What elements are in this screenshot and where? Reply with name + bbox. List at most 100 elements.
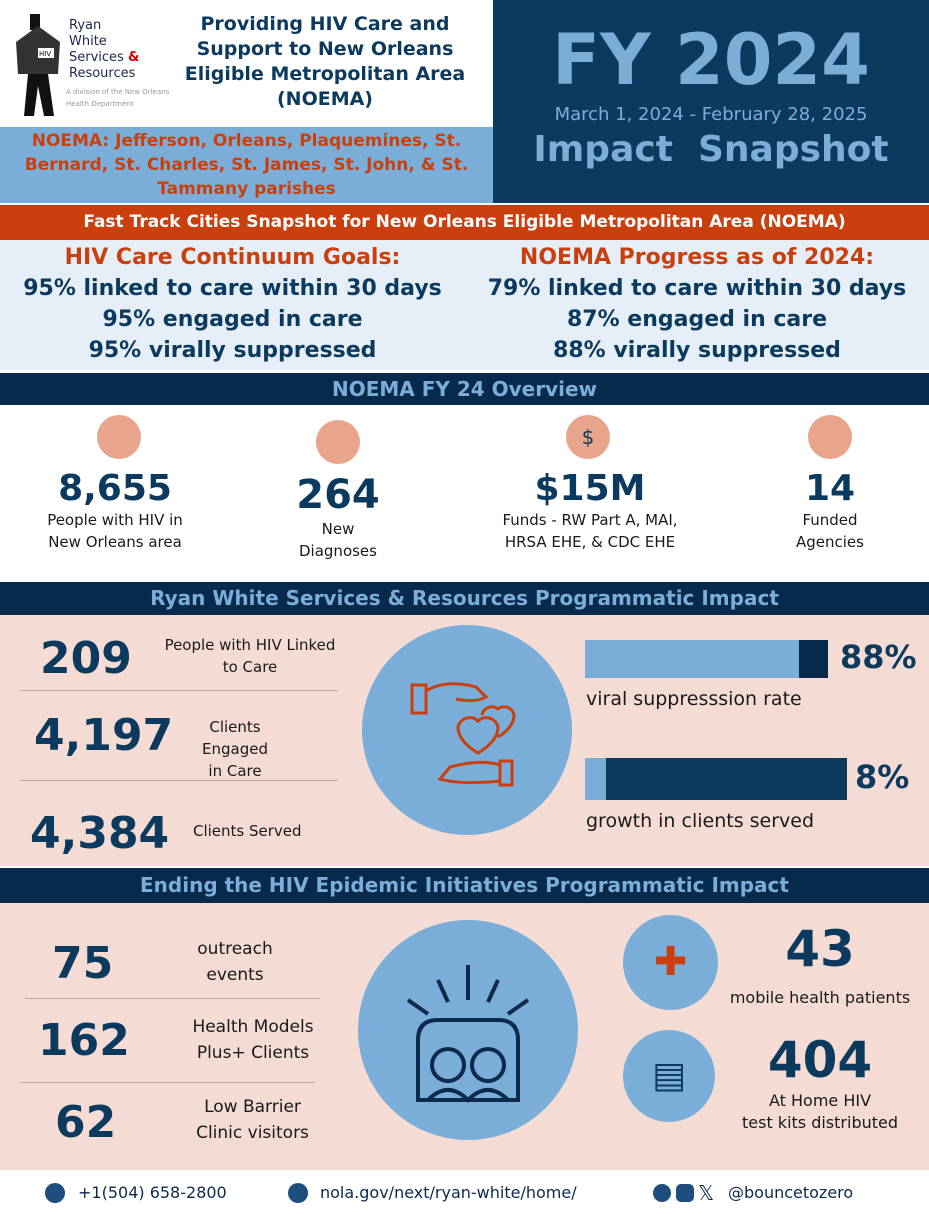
- label-line: in Care: [208, 762, 262, 780]
- goals-title: HIV Care Continuum Goals:: [64, 245, 401, 270]
- person-scan-icon: [808, 415, 852, 459]
- logo-line: Ryan: [69, 18, 102, 33]
- bar-fill: [585, 758, 606, 800]
- fy-title: FY 2024: [552, 19, 870, 101]
- label-line: outreach: [197, 939, 273, 959]
- facebook-icon[interactable]: [653, 1184, 671, 1202]
- hands-heart-icon: [362, 625, 572, 835]
- stat-label: Diagnoses: [299, 542, 377, 560]
- bar-fill: [585, 640, 799, 678]
- logo-line: Resources: [69, 66, 136, 81]
- svg-text:HIV: HIV: [39, 50, 51, 58]
- ehe-header: Ending the HIV Epidemic Initiatives Prog…: [0, 868, 929, 903]
- fy-panel: FY 2024 March 1, 2024 - February 28, 202…: [493, 0, 929, 203]
- low-barrier-value: 62: [55, 1097, 117, 1148]
- stat-funds: $15M Funds - RW Part A, MAI, HRSA EHE, &…: [480, 468, 700, 553]
- noema-progress: NOEMA Progress as of 2024: 79% linked to…: [465, 243, 929, 366]
- overview-header: NOEMA FY 24 Overview: [0, 373, 929, 405]
- label-line: People with HIV Linked: [164, 636, 336, 654]
- client-growth-label: growth in clients served: [586, 810, 815, 832]
- stat-label: HRSA EHE, & CDC EHE: [504, 533, 676, 551]
- logo-line: White: [69, 34, 107, 49]
- fast-track-banner: Fast Track Cities Snapshot for New Orlea…: [0, 205, 929, 240]
- rw-served-value: 4,384: [30, 808, 170, 859]
- person-scan-icon: [316, 420, 360, 464]
- head-heart-icon: [97, 415, 141, 459]
- label-line: Health Models: [192, 1017, 314, 1037]
- page-title: Providing HIV Care and Support to New Or…: [184, 13, 466, 110]
- stat-people-with-hiv: 8,655 People with HIV in New Orleans are…: [20, 468, 210, 553]
- health-models-label: Health Models Plus+ Clients: [178, 1014, 328, 1066]
- client-growth-bar: [585, 758, 847, 800]
- label-line: to Care: [222, 658, 278, 676]
- health-models-value: 162: [38, 1015, 130, 1066]
- low-barrier-label: Low Barrier Clinic visitors: [185, 1094, 320, 1146]
- rw-served-label: Clients Served: [193, 822, 302, 840]
- stat-label: Agencies: [796, 533, 864, 551]
- rw-engaged-label: Clients Engaged in Care: [175, 716, 295, 782]
- label-line: test kits distributed: [741, 1113, 899, 1132]
- outreach-label: outreach events: [190, 936, 280, 988]
- stat-label: New Orleans area: [48, 533, 182, 551]
- client-growth-pct: 8%: [855, 758, 910, 796]
- progress-item: 79% linked to care within 30 days: [487, 276, 907, 301]
- logo-subtitle: Health Department: [66, 100, 134, 108]
- viral-suppression-label: viral suppresssion rate: [586, 688, 802, 710]
- snapshot-title: Impact Snapshot: [533, 129, 889, 170]
- ambulance-icon: ✚: [623, 915, 718, 1010]
- stat-funded-agencies: 14 Funded Agencies: [760, 468, 900, 553]
- label-line: At Home HIV: [768, 1091, 872, 1110]
- website-link[interactable]: nola.gov/next/ryan-white/home/: [320, 1183, 577, 1202]
- label-line: Low Barrier: [204, 1097, 301, 1117]
- phone-icon: [45, 1183, 65, 1203]
- label-line: events: [206, 965, 264, 985]
- stat-label: Funded: [802, 511, 858, 529]
- progress-title: NOEMA Progress as of 2024:: [519, 245, 875, 270]
- label-line: Clients Engaged: [202, 718, 268, 758]
- goals-section: [0, 240, 929, 370]
- stat-label: New: [321, 520, 355, 538]
- logo-subtitle: A division of the New Orleans: [66, 88, 170, 96]
- goal-item: 95% virally suppressed: [88, 338, 377, 363]
- stat-label: People with HIV in: [47, 511, 183, 529]
- logo: HIV: [8, 12, 68, 120]
- mobile-health-label: mobile health patients: [729, 988, 911, 1007]
- progress-item: 87% engaged in care: [566, 307, 828, 332]
- viral-suppression-bar: [585, 640, 828, 678]
- logo-amp: &: [127, 50, 140, 65]
- progress-item: 88% virally suppressed: [553, 338, 841, 363]
- rw-linked-label: People with HIV Linked to Care: [155, 634, 345, 678]
- stat-value: 264: [296, 472, 380, 518]
- outreach-value: 75: [52, 938, 114, 989]
- social-handle[interactable]: @bouncetozero: [728, 1183, 854, 1202]
- label-line: Clinic visitors: [196, 1123, 309, 1143]
- viral-suppression-pct: 88%: [840, 638, 917, 676]
- instagram-icon[interactable]: [676, 1184, 694, 1202]
- stat-value: 14: [804, 468, 856, 509]
- rw-linked-value: 209: [40, 633, 132, 684]
- rw-header: Ryan White Services & Resources Programm…: [0, 582, 929, 615]
- stat-label: Funds - RW Part A, MAI,: [502, 511, 678, 529]
- test-kit-icon: ▤: [623, 1030, 715, 1122]
- globe-icon: [288, 1183, 308, 1203]
- x-icon[interactable]: 𝕏: [698, 1181, 715, 1205]
- celebration-icon: [358, 920, 578, 1140]
- parishes-banner: NOEMA: Jefferson, Orleans, Plaquemines, …: [0, 127, 493, 203]
- fy-dates: March 1, 2024 - February 28, 2025: [554, 104, 868, 125]
- label-line: Plus+ Clients: [196, 1043, 310, 1063]
- goal-item: 95% linked to care within 30 days: [23, 276, 442, 301]
- rw-engaged-value: 4,197: [34, 710, 174, 761]
- goal-item: 95% engaged in care: [102, 307, 363, 332]
- logo-text: Ryan White Services & Resources: [69, 18, 139, 82]
- footer: +1(504) 658-2800 nola.gov/next/ryan-whit…: [0, 1172, 929, 1214]
- test-kits-value: 404: [767, 1031, 873, 1089]
- dollar-icon: $: [566, 415, 610, 459]
- logo-line: Services: [69, 50, 124, 65]
- stat-value: $15M: [534, 468, 646, 509]
- phone-link[interactable]: +1(504) 658-2800: [78, 1183, 227, 1202]
- mobile-health-value: 43: [785, 920, 855, 978]
- stat-new-diagnoses: 264 New Diagnoses: [250, 472, 426, 562]
- continuum-goals: HIV Care Continuum Goals: 95% linked to …: [0, 243, 465, 366]
- test-kits-stat: 404 At Home HIV test kits distributed: [720, 1030, 920, 1134]
- stat-value: 8,655: [58, 468, 172, 509]
